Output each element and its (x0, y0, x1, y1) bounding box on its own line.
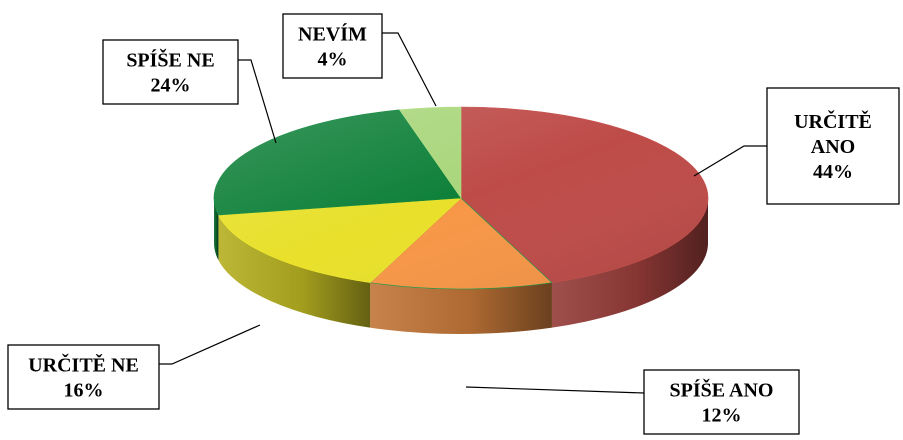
label-box-spise-ne (102, 39, 239, 105)
slice-label-nevim: NEVÍM (298, 23, 367, 46)
slice-value-urcite-ne: 16% (64, 380, 104, 402)
pie-sides (214, 198, 708, 334)
slice-label-urcite-ano: URČITĚ (794, 109, 872, 133)
slice-value-spise-ne: 24% (151, 75, 191, 97)
slice-value-nevim: 4% (318, 49, 348, 71)
pie-labels: URČITĚ ANO 44% SPÍŠE ANO 12% URČITĚ NE 16% SPÍŠ… (7, 13, 900, 435)
pie-tops (213, 106, 709, 290)
slice-value-spise-ano: 12% (702, 405, 742, 427)
leader-line-urcite-ne (159, 324, 261, 365)
leader-line-urcite-ano (693, 145, 767, 177)
slice-label-spise-ano: SPÍŠE ANO (670, 378, 774, 402)
pie-top-shine (214, 107, 708, 289)
label-box-urcite-ano (766, 87, 900, 205)
pie-side-shade (214, 198, 219, 261)
label-box-spise-ano (643, 369, 800, 435)
label-box-nevim (282, 13, 383, 79)
slice-label-urcite-ne: URČITĚ NE (28, 353, 139, 377)
leader-line-nevim (382, 32, 437, 107)
leader-line-spise-ne (238, 59, 277, 144)
slice-value-urcite-ano: 44% (813, 161, 853, 183)
slice-label-urcite-ano: ANO (811, 136, 855, 158)
leader-line-spise-ano (465, 386, 645, 394)
label-box-urcite-ne (7, 344, 160, 410)
pie-side-shade (218, 215, 371, 328)
pie-side-shade (551, 198, 708, 328)
slice-label-spise-ne: SPÍŠE NE (126, 48, 214, 72)
pie-side-shade (370, 282, 552, 334)
